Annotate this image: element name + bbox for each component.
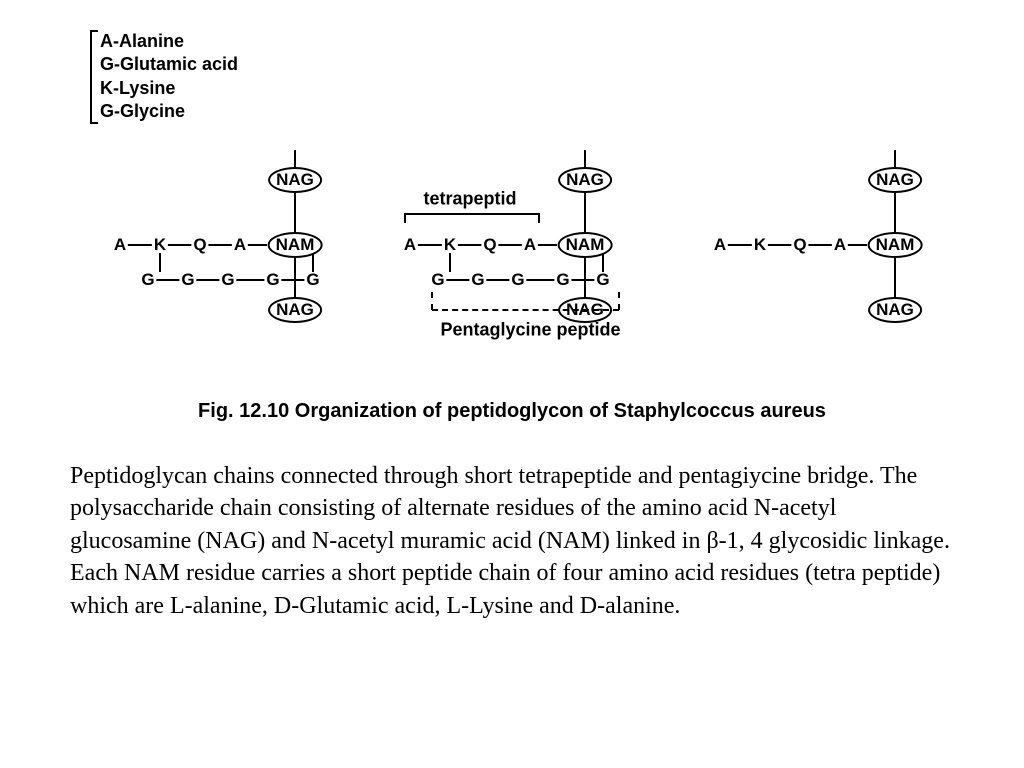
peptide-residue: A: [112, 235, 128, 255]
legend-item: K-Lysine: [100, 77, 238, 100]
paragraph-2: Each NAM residue carries a short peptide…: [70, 560, 940, 618]
peptidoglycan-diagram: NAGNAMNAGAKQAGGGGGNAGNAMNAGAKQAGGGGGNAGN…: [0, 150, 1024, 370]
peptide-residue: K: [752, 235, 768, 255]
nag-node: NAG: [558, 167, 612, 193]
glycine-residue: G: [179, 270, 196, 290]
legend-item: G-Glutamic acid: [100, 53, 238, 76]
nam-node: NAM: [268, 232, 323, 258]
peptide-residue: K: [152, 235, 168, 255]
glycine-residue: G: [219, 270, 236, 290]
peptide-residue: A: [402, 235, 418, 255]
glycine-residue: G: [429, 270, 446, 290]
nam-node: NAM: [868, 232, 923, 258]
peptide-residue: A: [712, 235, 728, 255]
legend-item: A-Alanine: [100, 30, 238, 53]
glycine-residue: G: [304, 270, 321, 290]
peptide-residue: Q: [791, 235, 808, 255]
glycine-residue: G: [469, 270, 486, 290]
nag-node: NAG: [268, 167, 322, 193]
peptide-residue: K: [442, 235, 458, 255]
glycine-residue: G: [554, 270, 571, 290]
glycine-residue: G: [509, 270, 526, 290]
peptide-residue: A: [832, 235, 848, 255]
body-text: Peptidoglycan chains connected through s…: [70, 460, 954, 622]
nam-node: NAM: [558, 232, 613, 258]
glycine-residue: G: [139, 270, 156, 290]
nag-node: NAG: [868, 297, 922, 323]
peptide-residue: A: [232, 235, 248, 255]
peptide-residue: Q: [481, 235, 498, 255]
peptide-residue: A: [522, 235, 538, 255]
glycine-residue: G: [594, 270, 611, 290]
legend-item: G-Glycine: [100, 100, 238, 123]
legend-box: A-Alanine G-Glutamic acid K-Lysine G-Gly…: [90, 30, 238, 124]
pentaglycine-label: Pentaglycine peptide: [440, 320, 620, 341]
glycine-residue: G: [264, 270, 281, 290]
nag-node: NAG: [868, 167, 922, 193]
nag-node: NAG: [268, 297, 322, 323]
figure-caption: Fig. 12.10 Organization of peptidoglycon…: [0, 400, 1024, 423]
peptide-residue: Q: [191, 235, 208, 255]
paragraph-1: Peptidoglycan chains connected through s…: [70, 463, 950, 554]
tetrapeptide-label: tetrapeptid: [423, 189, 516, 210]
